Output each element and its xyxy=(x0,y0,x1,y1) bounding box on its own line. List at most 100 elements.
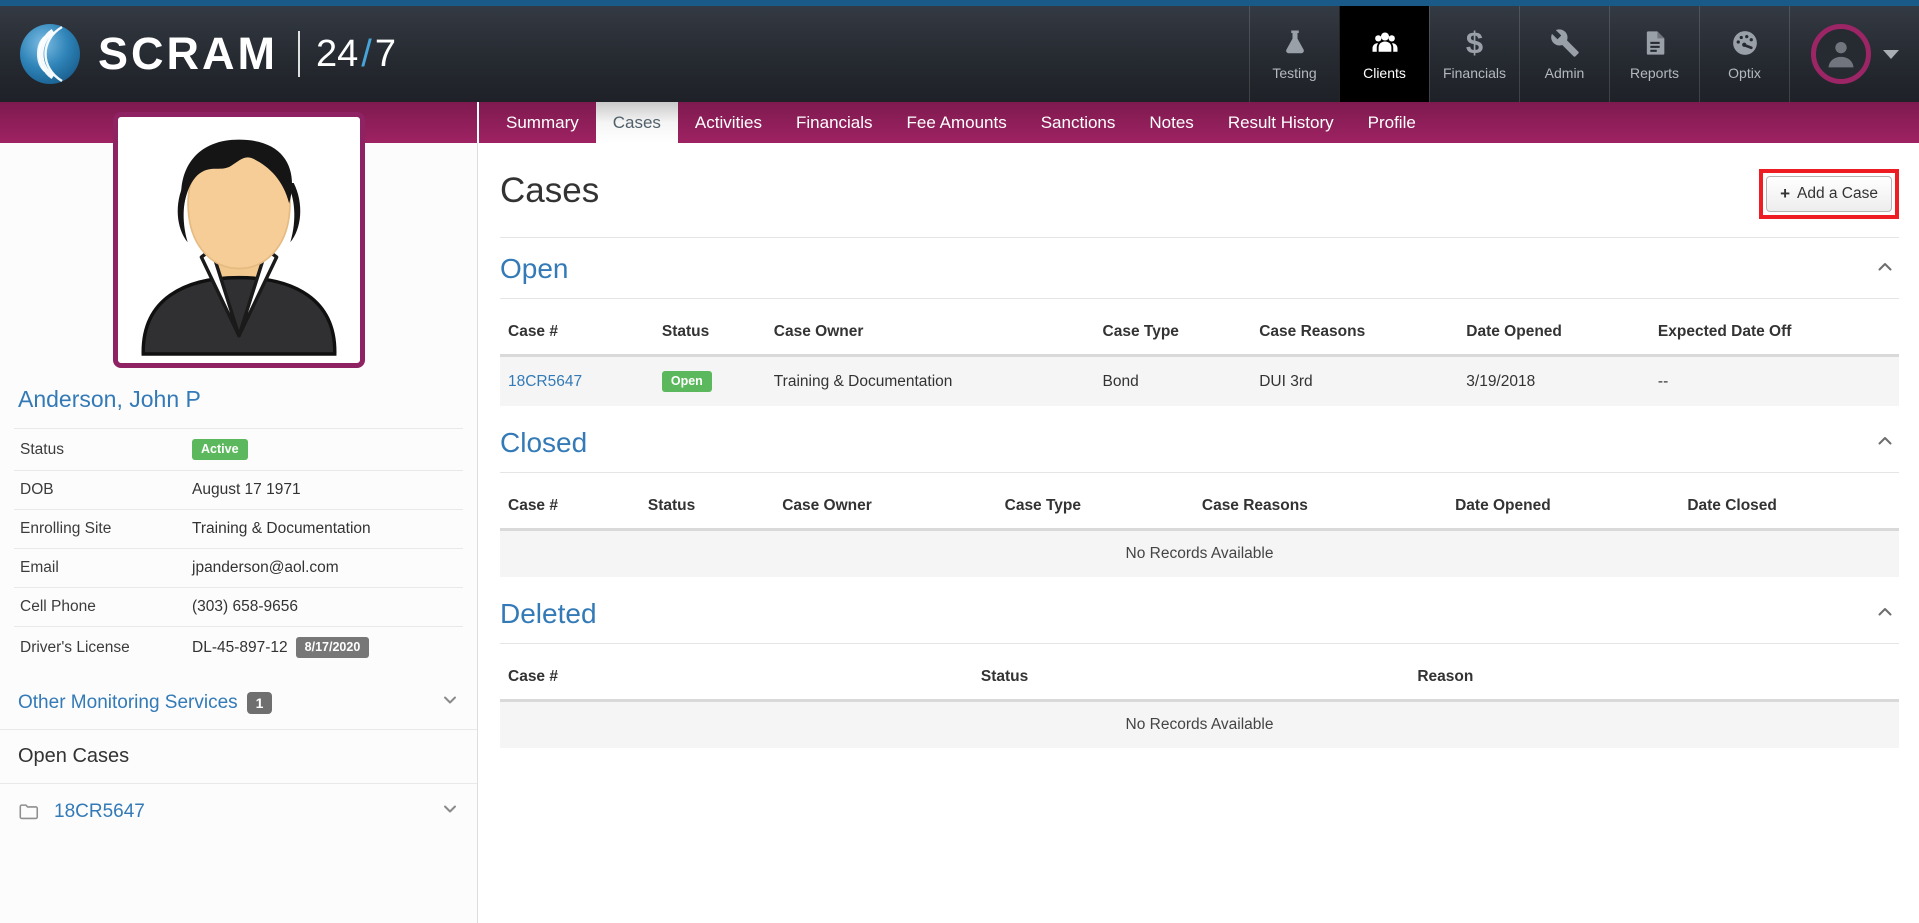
date-opened-cell: 3/19/2018 xyxy=(1458,355,1650,406)
detail-label: Email xyxy=(20,559,59,576)
nav-item-reports[interactable]: Reports xyxy=(1609,6,1699,102)
detail-row-status: Status Active xyxy=(14,428,463,470)
flask-icon xyxy=(1285,30,1304,53)
license-expiry-badge: 8/17/2020 xyxy=(295,637,370,658)
open-cases-table: Case # Status Case Owner Case Type Case … xyxy=(500,313,1899,406)
sidebar-case-row[interactable]: 18CR5647 xyxy=(0,784,477,839)
nav-item-clients[interactable]: Clients xyxy=(1339,6,1429,102)
column-header: Case # xyxy=(508,323,558,340)
column-header: Case Owner xyxy=(773,323,864,340)
chevron-down-icon[interactable] xyxy=(441,800,459,823)
other-monitoring-services-toggle[interactable]: Other Monitoring Services 1 xyxy=(0,674,477,730)
add-a-case-label: Add a Case xyxy=(1797,185,1878,202)
section-title-closed: Closed xyxy=(500,427,588,458)
tabbar-separator xyxy=(477,102,479,143)
tab-summary[interactable]: Summary xyxy=(506,113,579,132)
primary-nav: Testing Clients $ Financials Admin xyxy=(1249,6,1919,102)
report-icon xyxy=(1646,30,1664,55)
nav-label: Clients xyxy=(1363,64,1406,81)
column-header: Reason xyxy=(1417,668,1474,685)
highlight-box: + Add a Case xyxy=(1759,169,1899,219)
nav-item-admin[interactable]: Admin xyxy=(1519,6,1609,102)
column-header: Case Reasons xyxy=(1259,323,1366,340)
dollar-icon: $ xyxy=(1465,24,1484,60)
section-title-deleted: Deleted xyxy=(500,598,597,629)
brand-divider xyxy=(298,31,300,77)
table-header-row: Case # Status Case Owner Case Type Case … xyxy=(500,487,1899,530)
brand-name: SCRAM xyxy=(98,28,278,79)
section-head-open: Open xyxy=(500,238,1899,299)
column-header: Date Closed xyxy=(1687,497,1777,514)
tab-notes[interactable]: Notes xyxy=(1149,113,1194,132)
chevron-down-icon[interactable] xyxy=(441,691,459,714)
chevron-up-icon[interactable] xyxy=(1871,255,1899,284)
nav-item-optix[interactable]: Optix xyxy=(1699,6,1789,102)
avatar xyxy=(1810,24,1871,84)
user-avatar-icon xyxy=(1828,42,1853,68)
detail-label: Cell Phone xyxy=(20,598,96,615)
tab-activities[interactable]: Activities xyxy=(694,113,762,132)
tab-sanctions[interactable]: Sanctions xyxy=(1040,113,1116,132)
section-head-deleted: Deleted xyxy=(500,583,1899,644)
cases-main: Cases + Add a Case Open xyxy=(478,143,1919,923)
wrench-icon xyxy=(1550,28,1579,57)
column-header: Case Owner xyxy=(782,497,872,514)
column-header: Date Opened xyxy=(1466,323,1562,340)
section-head-closed: Closed xyxy=(500,412,1899,473)
user-menu[interactable] xyxy=(1789,6,1919,102)
detail-label: DOB xyxy=(20,481,54,498)
closed-cases-table: Case # Status Case Owner Case Type Case … xyxy=(500,487,1899,577)
case-owner-cell: Training & Documentation xyxy=(765,355,1095,406)
client-sidebar: Anderson, John P Status Active DOB Augus… xyxy=(0,112,478,923)
detail-row-drivers-license: Driver's License DL-45-897-12 8/17/2020 xyxy=(14,626,463,668)
add-a-case-button[interactable]: + Add a Case xyxy=(1766,176,1892,212)
empty-row: No Records Available xyxy=(500,529,1899,577)
empty-row: No Records Available xyxy=(500,700,1899,748)
nav-label: Admin xyxy=(1544,64,1585,81)
column-header: Case Reasons xyxy=(1201,497,1308,514)
gauge-icon xyxy=(1732,30,1757,55)
column-header: Status xyxy=(980,668,1029,685)
page-title: Cases xyxy=(500,171,600,210)
chevron-up-icon[interactable] xyxy=(1871,429,1899,458)
table-header-row: Case # Status Reason xyxy=(500,658,1899,701)
column-header: Case # xyxy=(508,668,558,685)
brand-logo: SCRAM 24/7 xyxy=(0,6,396,102)
nav-item-financials[interactable]: $ Financials xyxy=(1429,6,1519,102)
caret-down-icon xyxy=(1882,49,1899,59)
tab-cases[interactable]: Cases xyxy=(595,102,678,143)
deleted-cases-table: Case # Status Reason No Records Availabl… xyxy=(500,658,1899,748)
column-header: Status xyxy=(647,497,696,514)
detail-row-email: Email jpanderson@aol.com xyxy=(14,548,463,587)
detail-row-dob: DOB August 17 1971 xyxy=(14,470,463,509)
monitoring-count-badge: 1 xyxy=(246,691,273,714)
column-header: Status xyxy=(661,323,710,340)
case-status-badge: Open xyxy=(661,371,712,392)
column-header: Date Opened xyxy=(1455,497,1551,514)
client-photo xyxy=(112,112,365,368)
status-badge: Active xyxy=(192,439,248,460)
title-row: Cases + Add a Case xyxy=(500,169,1899,238)
tab-result-history[interactable]: Result History xyxy=(1227,113,1334,132)
other-monitoring-services-link[interactable]: Other Monitoring Services xyxy=(18,691,238,713)
no-records-message: No Records Available xyxy=(500,700,1899,748)
detail-value: August 17 1971 xyxy=(192,481,301,498)
nav-label: Financials xyxy=(1442,64,1507,81)
nav-label: Optix xyxy=(1728,64,1761,81)
case-reasons-cell: DUI 3rd xyxy=(1251,355,1459,406)
nav-item-testing[interactable]: Testing xyxy=(1249,6,1339,102)
client-name-link[interactable]: Anderson, John P xyxy=(18,386,201,412)
open-cases-header: Open Cases xyxy=(0,730,477,784)
chevron-up-icon[interactable] xyxy=(1871,600,1899,629)
tab-financials[interactable]: Financials xyxy=(796,113,873,132)
detail-label: Enrolling Site xyxy=(20,520,112,537)
client-tabs: Summary Cases Activities Financials Fee … xyxy=(489,102,1433,143)
tab-profile[interactable]: Profile xyxy=(1367,113,1416,132)
nav-label: Testing xyxy=(1272,64,1317,81)
case-number-link[interactable]: 18CR5647 xyxy=(508,372,583,390)
tab-fee-amounts[interactable]: Fee Amounts xyxy=(906,113,1007,132)
detail-label: Driver's License xyxy=(20,638,130,656)
people-icon xyxy=(1372,32,1397,52)
sidebar-case-link[interactable]: 18CR5647 xyxy=(54,800,145,822)
